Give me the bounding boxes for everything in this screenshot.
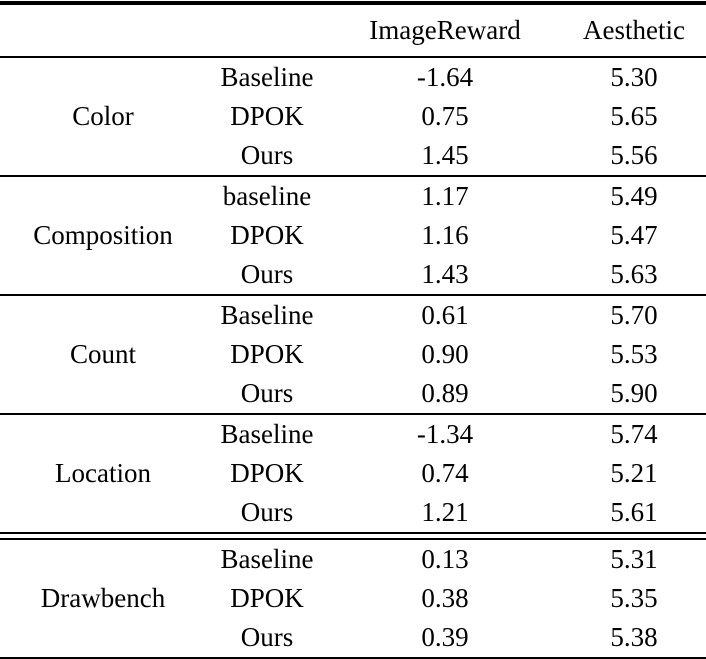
- imagereward-value-cell: 1.16: [421, 220, 469, 250]
- aesthetic-value-cell: 5.53: [610, 339, 658, 369]
- category-cell: Location: [0, 414, 206, 534]
- table-row: Drawbench Baseline 0.13 5.31: [0, 539, 706, 659]
- table-row: DPOK 1.16 5.47: [0, 216, 706, 255]
- imagereward-value-cell: 0.13: [421, 544, 469, 574]
- aesthetic-value-cell: 5.65: [610, 101, 658, 131]
- imagereward-value-cell: 0.39: [328, 618, 562, 659]
- column-header-aesthetic: Aesthetic: [562, 3, 706, 58]
- table-row: Ours 0.39 5.38: [0, 618, 706, 659]
- column-header-method-empty: [206, 3, 328, 58]
- table-row: DPOK 0.75 5.65: [0, 97, 706, 136]
- table-body: Color Baseline -1.64 5.30 DPOK 0.75 5.65 Ours 1.…: [0, 57, 706, 659]
- category-cell: Color: [0, 57, 206, 177]
- header-row: ImageReward Aesthetic: [0, 3, 706, 58]
- category-cell: Count: [0, 295, 206, 415]
- table-row: DPOK 0.74 5.21: [0, 454, 706, 493]
- method-cell: Ours: [206, 618, 328, 659]
- table-row: Ours 1.21 5.61: [0, 493, 706, 534]
- method-cell: Baseline: [220, 544, 314, 574]
- method-cell: Baseline: [220, 419, 314, 449]
- table-header: ImageReward Aesthetic: [0, 3, 706, 58]
- aesthetic-value-cell: 5.70: [610, 300, 658, 330]
- aesthetic-value-cell: 5.38: [562, 618, 706, 659]
- aesthetic-value-cell: 5.21: [610, 458, 658, 488]
- aesthetic-value-cell: 5.63: [562, 255, 706, 296]
- aesthetic-value-cell: 5.31: [610, 544, 658, 574]
- imagereward-value-cell: 1.21: [328, 493, 562, 534]
- table-row: Ours 1.43 5.63: [0, 255, 706, 296]
- column-header-imagereward: ImageReward: [328, 3, 562, 58]
- aesthetic-value-cell: 5.47: [610, 220, 658, 250]
- table-row: Ours 0.89 5.90: [0, 374, 706, 415]
- method-cell: DPOK: [230, 220, 304, 250]
- imagereward-value-cell: 0.74: [421, 458, 469, 488]
- imagereward-value-cell: 0.38: [421, 583, 469, 613]
- method-cell: baseline: [222, 181, 312, 211]
- double-rule-gap-cell: [0, 533, 706, 540]
- imagereward-value-cell: -1.34: [416, 419, 474, 449]
- column-header-category-empty: [0, 3, 206, 58]
- method-cell: DPOK: [230, 583, 304, 613]
- method-cell: DPOK: [230, 458, 304, 488]
- imagereward-value-cell: -1.64: [416, 62, 474, 92]
- double-rule-gap: [0, 533, 706, 540]
- imagereward-value-cell: 0.90: [421, 339, 469, 369]
- table-row: DPOK 0.90 5.53: [0, 335, 706, 374]
- imagereward-value-cell: 0.61: [421, 300, 469, 330]
- aesthetic-value-cell: 5.56: [562, 136, 706, 177]
- method-cell: DPOK: [230, 101, 304, 131]
- method-cell: Ours: [206, 493, 328, 534]
- method-cell: DPOK: [230, 339, 304, 369]
- table-row: Color Baseline -1.64 5.30: [0, 57, 706, 177]
- aesthetic-value-cell: 5.49: [610, 181, 658, 211]
- imagereward-value-cell: 1.43: [328, 255, 562, 296]
- method-cell: Ours: [206, 255, 328, 296]
- aesthetic-value-cell: 5.90: [562, 374, 706, 415]
- imagereward-value-cell: 0.89: [328, 374, 562, 415]
- table-row: Count Baseline 0.61 5.70: [0, 295, 706, 415]
- imagereward-value-cell: 1.17: [421, 181, 469, 211]
- aesthetic-value-cell: 5.35: [610, 583, 658, 613]
- method-cell: Baseline: [220, 62, 314, 92]
- category-cell: Composition: [0, 176, 206, 296]
- aesthetic-value-cell: 5.30: [610, 62, 658, 92]
- method-cell: Ours: [206, 136, 328, 177]
- table-row: Composition baseline 1.17 5.49: [0, 176, 706, 296]
- method-cell: Baseline: [220, 300, 314, 330]
- imagereward-value-cell: 0.75: [421, 101, 469, 131]
- table-row: Location Baseline -1.34 5.74: [0, 414, 706, 534]
- aesthetic-value-cell: 5.74: [610, 419, 658, 449]
- method-cell: Ours: [206, 374, 328, 415]
- table-row: Ours 1.45 5.56: [0, 136, 706, 177]
- table-row: DPOK 0.38 5.35: [0, 579, 706, 618]
- category-cell: Drawbench: [0, 539, 206, 659]
- aesthetic-value-cell: 5.61: [562, 493, 706, 534]
- imagereward-value-cell: 1.45: [328, 136, 562, 177]
